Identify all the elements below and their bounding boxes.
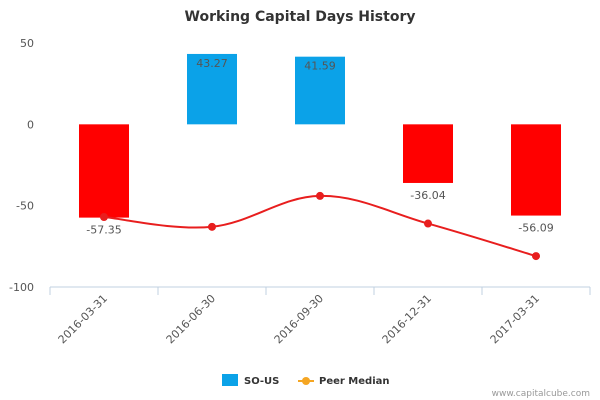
data-label: -36.04 <box>410 189 445 202</box>
peer-median-point-2016-06-30[interactable] <box>208 222 216 231</box>
data-label: 43.27 <box>196 57 228 70</box>
peer-median-point-2016-12-31[interactable] <box>424 219 432 228</box>
bar-series <box>79 53 561 218</box>
x-axis: 2016-03-31 2016-06-30 2016-09-30 2016-12-31… <box>49 287 591 346</box>
y-axis: 50 0 -50 -100 <box>9 37 34 294</box>
data-labels: -57.35 43.27 41.59 -36.04 -56.09 <box>86 57 553 237</box>
peer-median-line <box>103 194 537 258</box>
x-tick-label: 2016-09-30 <box>272 292 326 346</box>
data-label: -56.09 <box>518 222 553 235</box>
legend-label-so-us[interactable]: SO-US <box>244 376 279 387</box>
peer-median-point-2016-09-30[interactable] <box>316 191 324 200</box>
data-label: -57.35 <box>86 224 121 237</box>
x-tick-label: 2016-03-31 <box>56 292 110 346</box>
bar-2017-03-31[interactable] <box>511 124 561 216</box>
credit-text[interactable]: www.capitalcube.com <box>492 389 590 399</box>
x-tick-label: 2016-06-30 <box>164 292 218 346</box>
x-tick-label: 2017-03-31 <box>488 292 542 346</box>
bar-2016-12-31[interactable] <box>403 124 453 183</box>
y-tick-label: -100 <box>9 281 34 294</box>
legend-swatch-so-us <box>222 374 238 386</box>
chart-title: Working Capital Days History <box>185 9 416 25</box>
y-tick-label: 50 <box>20 37 34 50</box>
y-tick-label: -50 <box>16 200 34 213</box>
bar-2016-03-31[interactable] <box>79 124 129 218</box>
legend-label-peer-median[interactable]: Peer Median <box>319 376 390 387</box>
x-tick-label: 2016-12-31 <box>380 292 434 346</box>
bar-2016-06-30[interactable] <box>187 53 237 125</box>
line-series <box>100 191 540 261</box>
legend-marker-peer-median <box>302 377 310 385</box>
legend: SO-US Peer Median <box>222 374 390 387</box>
peer-median-point-2016-03-31[interactable] <box>100 213 108 222</box>
peer-median-point-2017-03-31[interactable] <box>532 252 540 261</box>
bar-2016-09-30[interactable] <box>295 56 345 125</box>
y-tick-label: 0 <box>27 118 34 131</box>
data-label: 41.59 <box>304 60 336 73</box>
